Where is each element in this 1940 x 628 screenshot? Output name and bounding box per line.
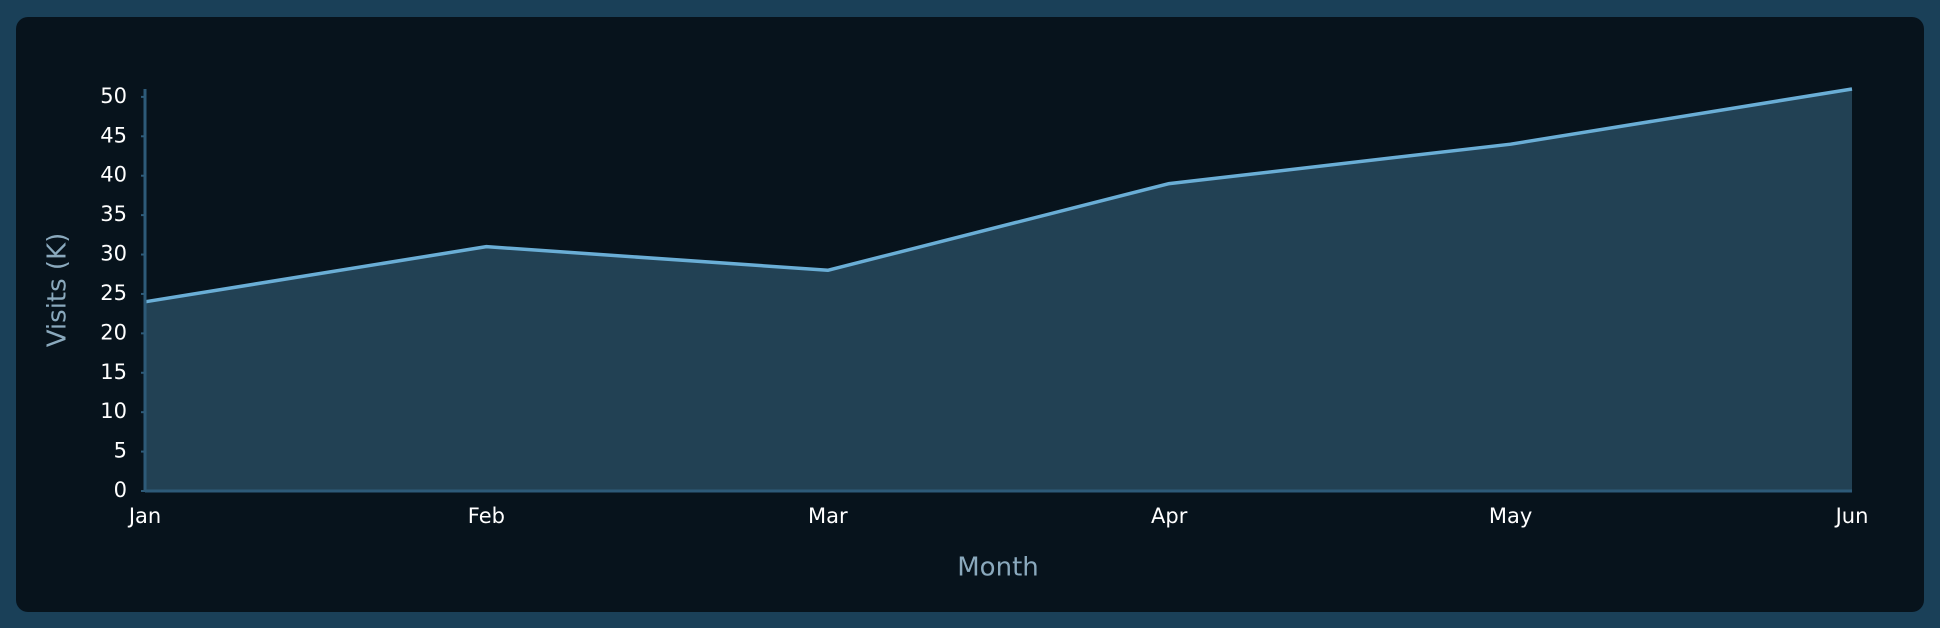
area-fill [145, 89, 1852, 491]
y-tick-label: 5 [114, 439, 127, 463]
x-axis-title: Month [957, 553, 1039, 583]
x-tick-label: Jun [1834, 504, 1869, 528]
area-line [144, 87, 1853, 304]
y-tick-label: 40 [100, 163, 127, 187]
y-tick-label: 45 [100, 123, 127, 147]
y-tick-label: 15 [100, 360, 127, 384]
y-tick-label: 30 [100, 242, 127, 266]
plot: 0 5 10 15 20 25 30 35 40 45 50 Jan Feb Mar Apr May Jun [100, 84, 1868, 528]
y-tick-label: 25 [100, 281, 127, 305]
x-tick-label: Mar [808, 504, 848, 528]
x-tick-label: Feb [468, 504, 505, 528]
y-tick-label: 20 [100, 320, 127, 344]
y-tick-label: 35 [100, 202, 127, 226]
x-tick-label: Jan [127, 504, 161, 528]
y-tick-label: 0 [114, 478, 127, 502]
x-tick-label: Apr [1151, 504, 1188, 528]
x-tick-label: May [1489, 504, 1532, 528]
y-axis-title: Visits (K) [43, 233, 73, 348]
y-tick-label: 50 [100, 84, 127, 108]
y-tick-label: 10 [100, 399, 127, 423]
